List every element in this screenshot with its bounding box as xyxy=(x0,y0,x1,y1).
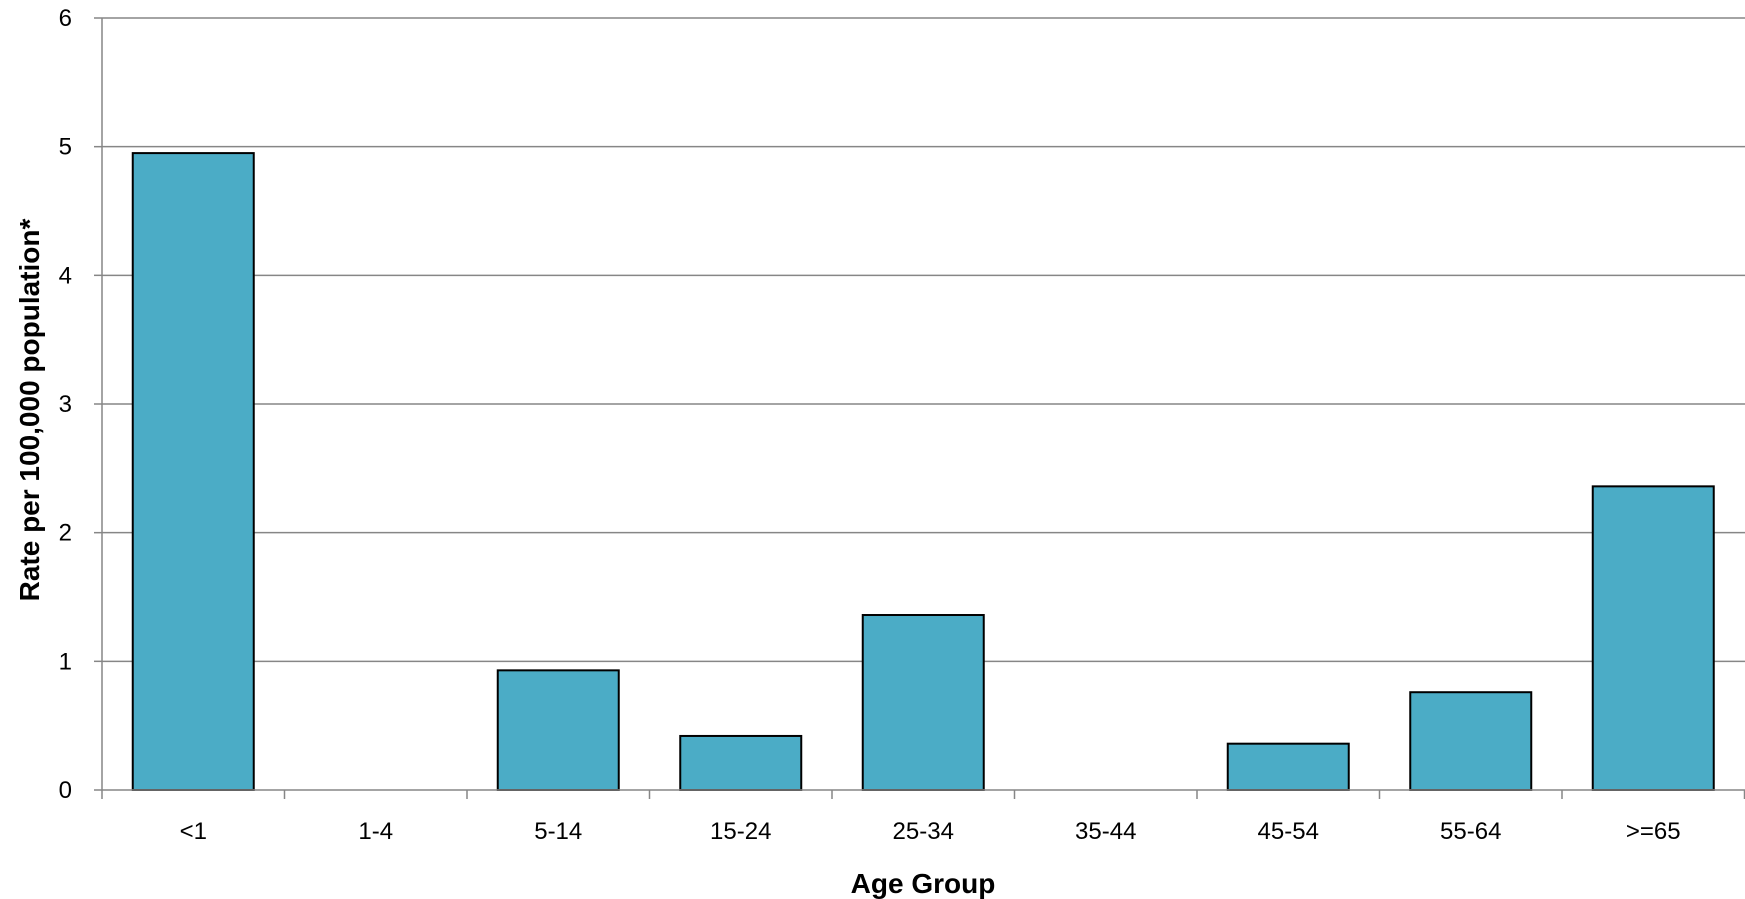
y-axis-title: Rate per 100,000 population* xyxy=(14,219,45,602)
x-tick-label: 45-54 xyxy=(1258,818,1319,845)
y-tick-label: 6 xyxy=(59,5,72,32)
x-tick-label: 25-34 xyxy=(893,818,954,845)
bar-15-24 xyxy=(679,734,803,792)
x-tick-label: <1 xyxy=(180,818,207,845)
y-tick-labels: 0 1 2 3 4 5 6 xyxy=(59,5,72,804)
bar-<1 xyxy=(131,152,255,792)
y-tick-label: 3 xyxy=(59,391,72,418)
bar-55-64 xyxy=(1409,691,1533,791)
y-tick-label: 5 xyxy=(59,134,72,161)
y-tick-label: 1 xyxy=(59,648,72,675)
x-tick-label: 35-44 xyxy=(1075,818,1136,845)
y-tick-label: 4 xyxy=(59,262,72,289)
x-tick-label: 55-64 xyxy=(1440,818,1501,845)
x-tick-label: 5-14 xyxy=(534,818,582,845)
x-tick-labels: <1 1-4 5-14 15-24 25-34 35-44 45-54 55-64 >=65 xyxy=(180,818,1681,845)
x-axis-title: Age Group xyxy=(851,868,996,899)
x-tick-label: 1-4 xyxy=(358,818,393,845)
bar-5-14 xyxy=(496,669,620,792)
bar-45-54 xyxy=(1226,742,1350,791)
y-tick-label: 2 xyxy=(59,520,72,547)
x-tick-label: 15-24 xyxy=(710,818,771,845)
axes xyxy=(94,17,1745,799)
gridlines xyxy=(102,17,1745,663)
bar->=65 xyxy=(1591,485,1715,791)
x-tick-label: >=65 xyxy=(1626,818,1681,845)
bar-25-34 xyxy=(861,614,985,791)
bars xyxy=(131,152,1715,792)
y-tick-label: 0 xyxy=(59,777,72,804)
